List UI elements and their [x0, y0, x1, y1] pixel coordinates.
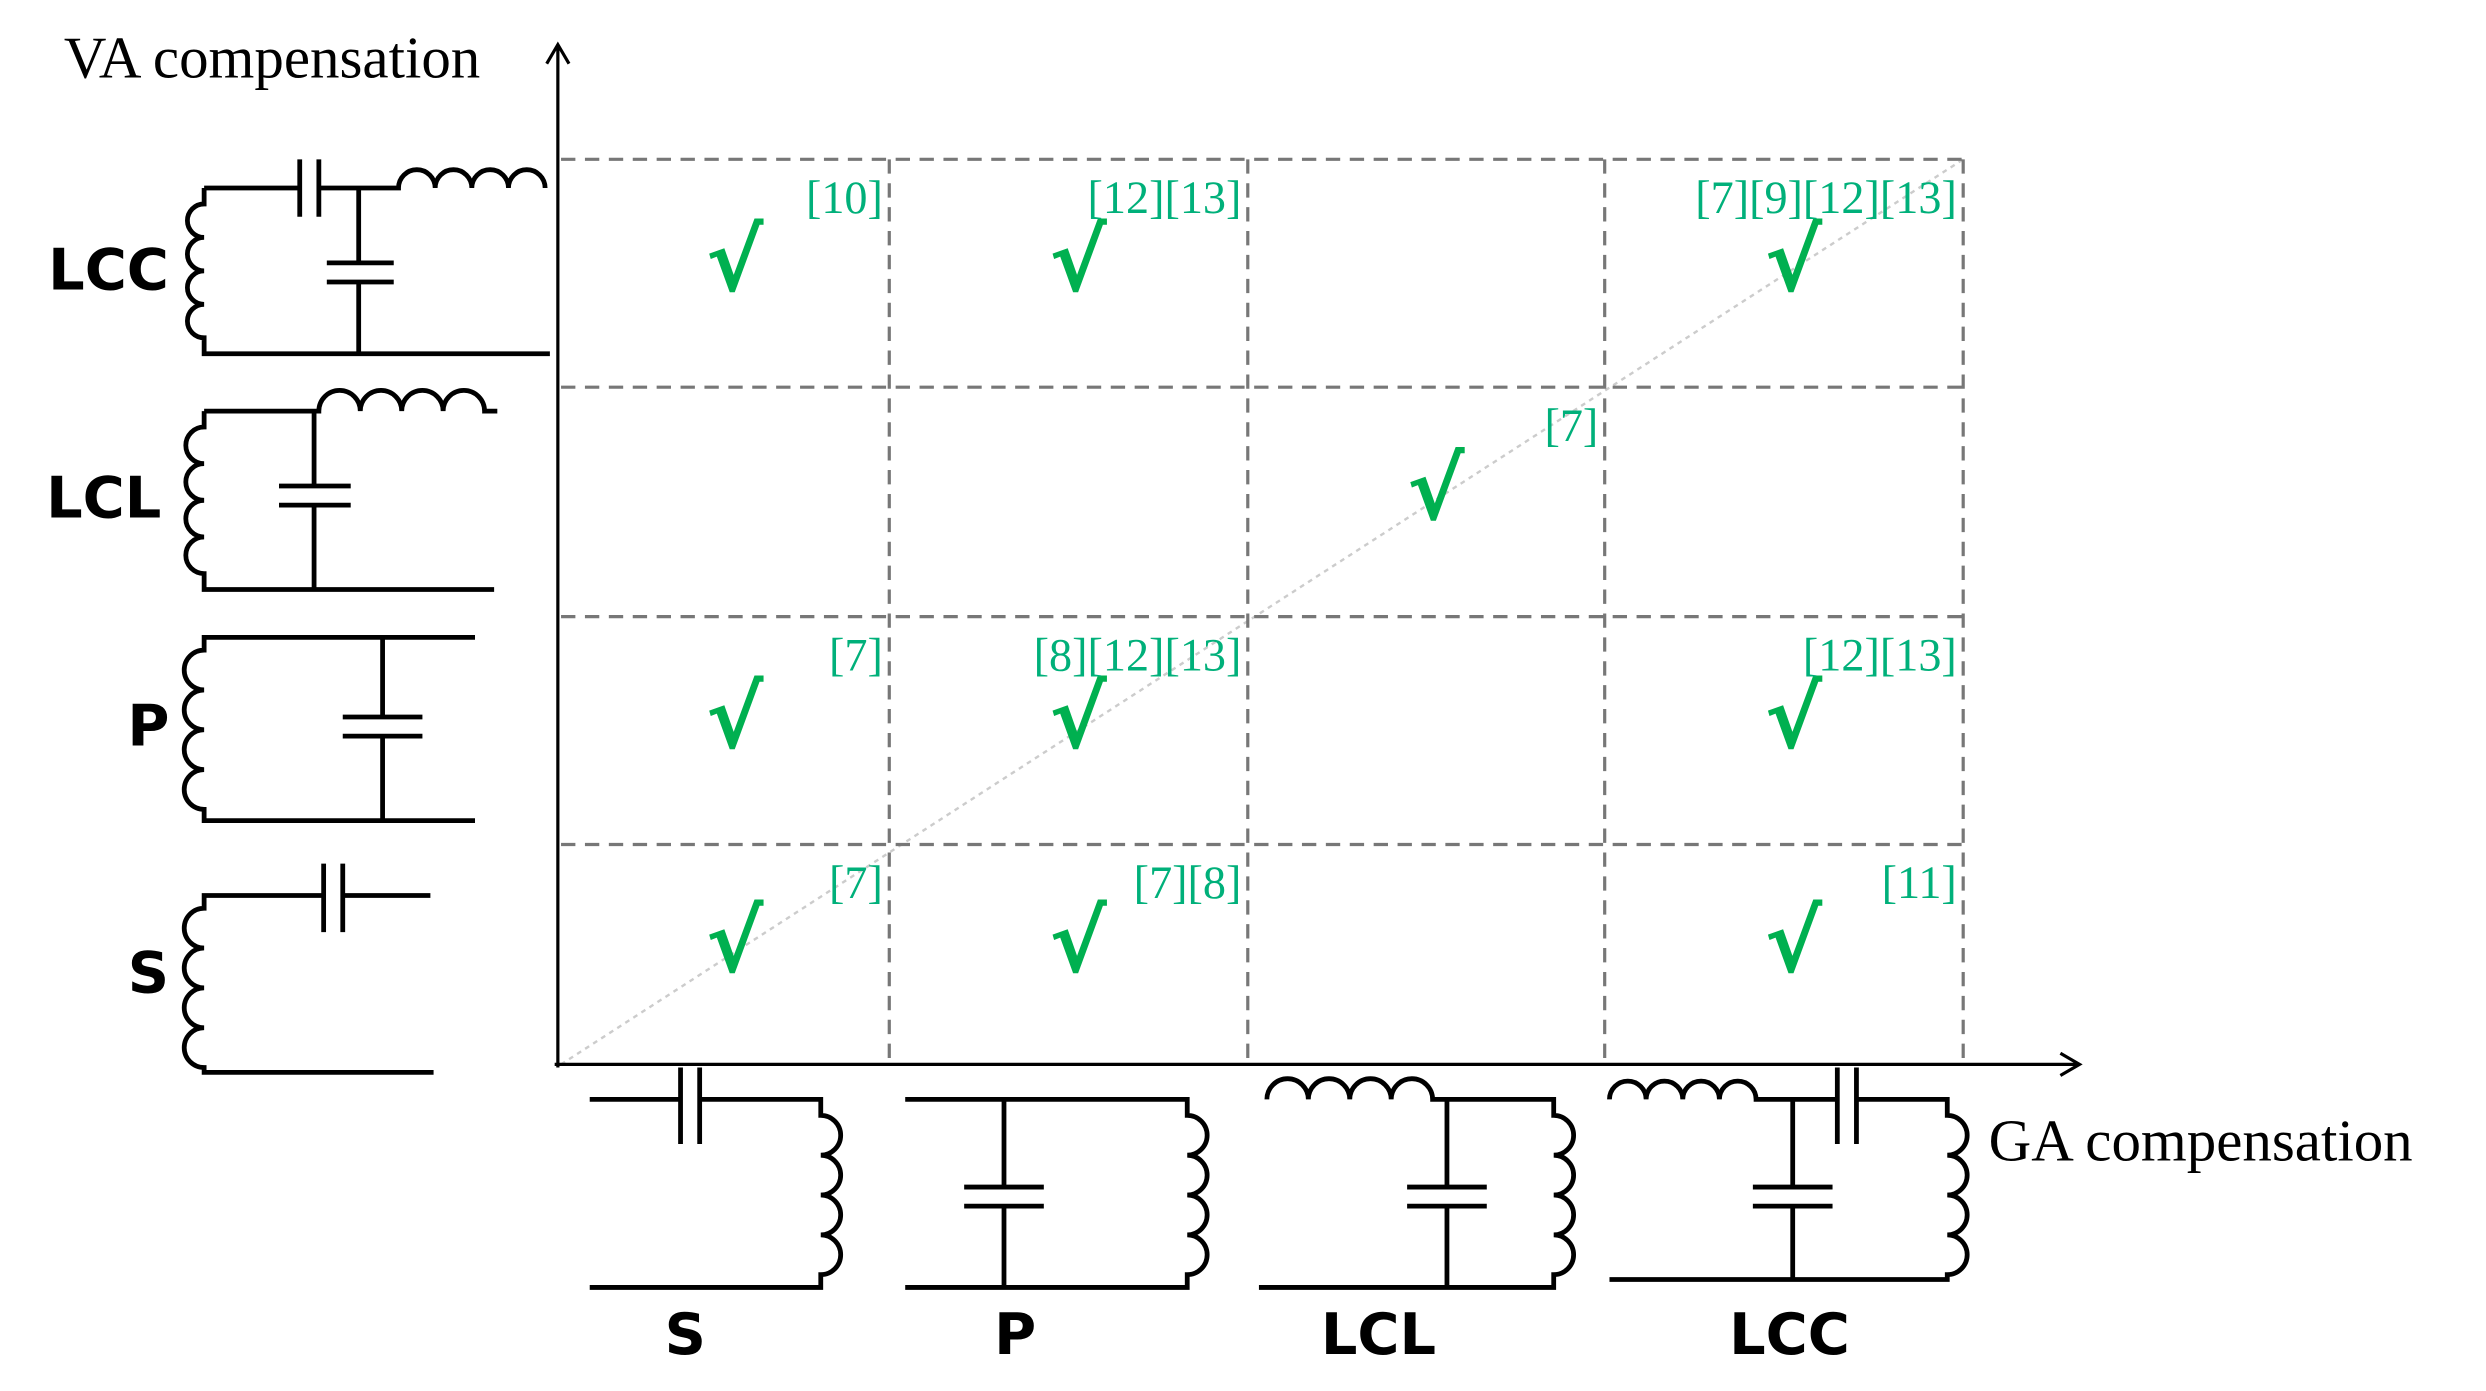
y-axis — [545, 41, 571, 1068]
row-label: LCL — [46, 465, 161, 532]
check-mark: √ — [1049, 211, 1107, 311]
row-label: LCC — [48, 237, 169, 304]
y-axis-label: VA compensation — [64, 24, 480, 90]
reference: [10] — [806, 172, 883, 223]
check-mark: √ — [706, 892, 764, 992]
x-axis — [554, 1051, 2083, 1077]
reference: [12][13] — [1088, 172, 1242, 223]
circuit-ga-lcc — [1607, 1067, 1970, 1282]
circuit-ga-p — [905, 1097, 1210, 1290]
circuit-ga-s — [589, 1067, 843, 1290]
diagonal — [560, 158, 1964, 1066]
row-label: S — [128, 939, 169, 1006]
x-axis-label: GA compensation — [1989, 1108, 2413, 1174]
reference: [7] — [829, 629, 883, 680]
grid — [561, 157, 1965, 1065]
reference: [7] — [829, 857, 883, 908]
check-mark: √ — [1049, 892, 1107, 992]
row-label: P — [127, 692, 169, 759]
check-mark: √ — [1407, 440, 1465, 540]
column-label: S — [665, 1301, 706, 1368]
circuit-va-lcl — [183, 387, 498, 592]
column-label: P — [994, 1301, 1036, 1368]
circuit-va-p — [181, 634, 476, 823]
check-mark: √ — [706, 211, 764, 311]
circuit-va-lcc — [185, 159, 550, 357]
check-mark: √ — [1765, 892, 1823, 992]
reference: [7][9][12][13] — [1695, 172, 1957, 223]
circuit-va-s — [181, 863, 434, 1075]
circuit-ga-lcl — [1258, 1076, 1576, 1290]
check-mark: √ — [1765, 669, 1823, 769]
check-mark: √ — [706, 669, 764, 769]
check-mark: √ — [1765, 211, 1823, 311]
reference: [7][8] — [1134, 857, 1242, 908]
reference: [11] — [1882, 857, 1957, 908]
check-mark: √ — [1049, 669, 1107, 769]
column-label: LCL — [1321, 1301, 1436, 1368]
reference: [12][13] — [1803, 629, 1957, 680]
reference: [8][12][13] — [1034, 629, 1242, 680]
reference: [7] — [1544, 400, 1598, 451]
column-label: LCC — [1729, 1301, 1850, 1368]
